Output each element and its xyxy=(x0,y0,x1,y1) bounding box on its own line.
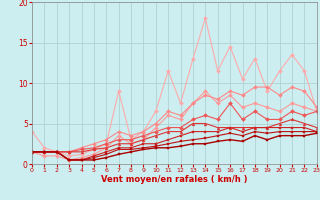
X-axis label: Vent moyen/en rafales ( km/h ): Vent moyen/en rafales ( km/h ) xyxy=(101,175,248,184)
